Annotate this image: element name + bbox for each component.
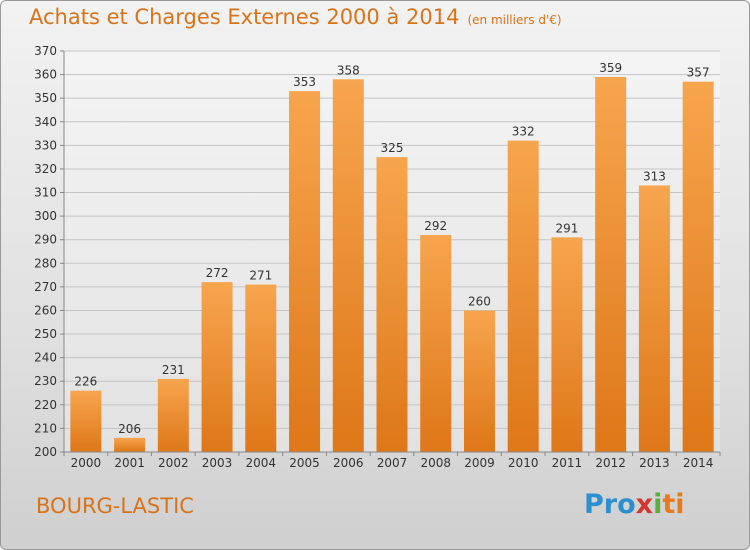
data-label: 271 [249, 269, 272, 283]
x-tick-label: 2010 [508, 456, 539, 470]
y-tick-label: 340 [34, 115, 57, 129]
chart-subtitle: (en milliers d'€) [467, 13, 562, 27]
bar [289, 91, 321, 452]
bar [70, 390, 102, 452]
bar [507, 140, 539, 452]
bar [682, 81, 714, 452]
y-tick-label: 230 [34, 374, 57, 388]
bar [114, 437, 146, 452]
data-label: 231 [162, 363, 185, 377]
x-tick-label: 2011 [552, 456, 583, 470]
proxiti-logo: Proxiti [584, 489, 685, 520]
x-tick-label: 2003 [202, 456, 233, 470]
y-tick-label: 280 [34, 256, 57, 270]
x-axis: 2000 2001 2002 2003 2004 2005 2006 2007 2008 2009… [63, 451, 721, 470]
y-tick-label: 370 [34, 44, 57, 58]
y-tick-label: 200 [34, 445, 57, 459]
x-tick-label: 2006 [333, 456, 364, 470]
data-label: 353 [293, 75, 316, 89]
x-tick-label: 2008 [420, 456, 451, 470]
data-label: 359 [599, 61, 622, 75]
data-label: 260 [468, 294, 491, 308]
y-tick-label: 240 [34, 351, 57, 365]
x-tick-label: 2000 [71, 456, 102, 470]
title-text: Achats et Charges Externes 2000 à 2014 [29, 5, 460, 29]
bar [332, 79, 364, 453]
chart-title: Achats et Charges Externes 2000 à 2014 (e… [29, 5, 562, 29]
bar [551, 237, 583, 452]
y-tick-label: 270 [34, 280, 57, 294]
x-tick-label: 2004 [246, 456, 277, 470]
y-tick-label: 310 [34, 186, 57, 200]
y-tick-label: 330 [34, 138, 57, 152]
bar [201, 282, 233, 452]
y-tick-label: 210 [34, 421, 57, 435]
bar [376, 157, 408, 452]
bar [638, 185, 670, 452]
data-label: 272 [206, 266, 229, 280]
x-tick-label: 2012 [595, 456, 626, 470]
bar [463, 310, 495, 452]
y-tick-label: 300 [34, 209, 57, 223]
data-label: 206 [118, 422, 141, 436]
y-tick-label: 250 [34, 327, 57, 341]
data-label: 325 [381, 141, 404, 155]
bar [420, 234, 452, 452]
bar [157, 378, 189, 452]
y-tick-label: 290 [34, 233, 57, 247]
x-tick-label: 2002 [158, 456, 189, 470]
y-tick-label: 220 [34, 398, 57, 412]
y-axis: 200 210 220 230 240 250 260 270 280 290 300 310 320 3… [34, 44, 65, 459]
data-label: 292 [424, 219, 447, 233]
x-tick-label: 2007 [377, 456, 408, 470]
bar [595, 76, 627, 453]
y-tick-label: 360 [34, 68, 57, 82]
data-label: 332 [512, 125, 535, 139]
data-label: 357 [687, 66, 710, 80]
y-tick-label: 260 [34, 303, 57, 317]
x-tick-label: 2014 [683, 456, 714, 470]
x-tick-label: 2009 [464, 456, 495, 470]
y-tick-label: 320 [34, 162, 57, 176]
data-label: 291 [555, 221, 578, 235]
data-label: 313 [643, 169, 666, 183]
bar [245, 284, 277, 452]
x-tick-label: 2001 [114, 456, 145, 470]
data-label: 226 [74, 375, 97, 389]
y-tick-label: 350 [34, 91, 57, 105]
data-label: 358 [337, 63, 360, 77]
x-tick-label: 2013 [639, 456, 670, 470]
bars: 226 206 231 272 271 353 358 325 292 260 332 291 359 3… [70, 61, 714, 453]
commune-name: BOURG-LASTIC [36, 494, 194, 518]
x-tick-label: 2005 [289, 456, 320, 470]
